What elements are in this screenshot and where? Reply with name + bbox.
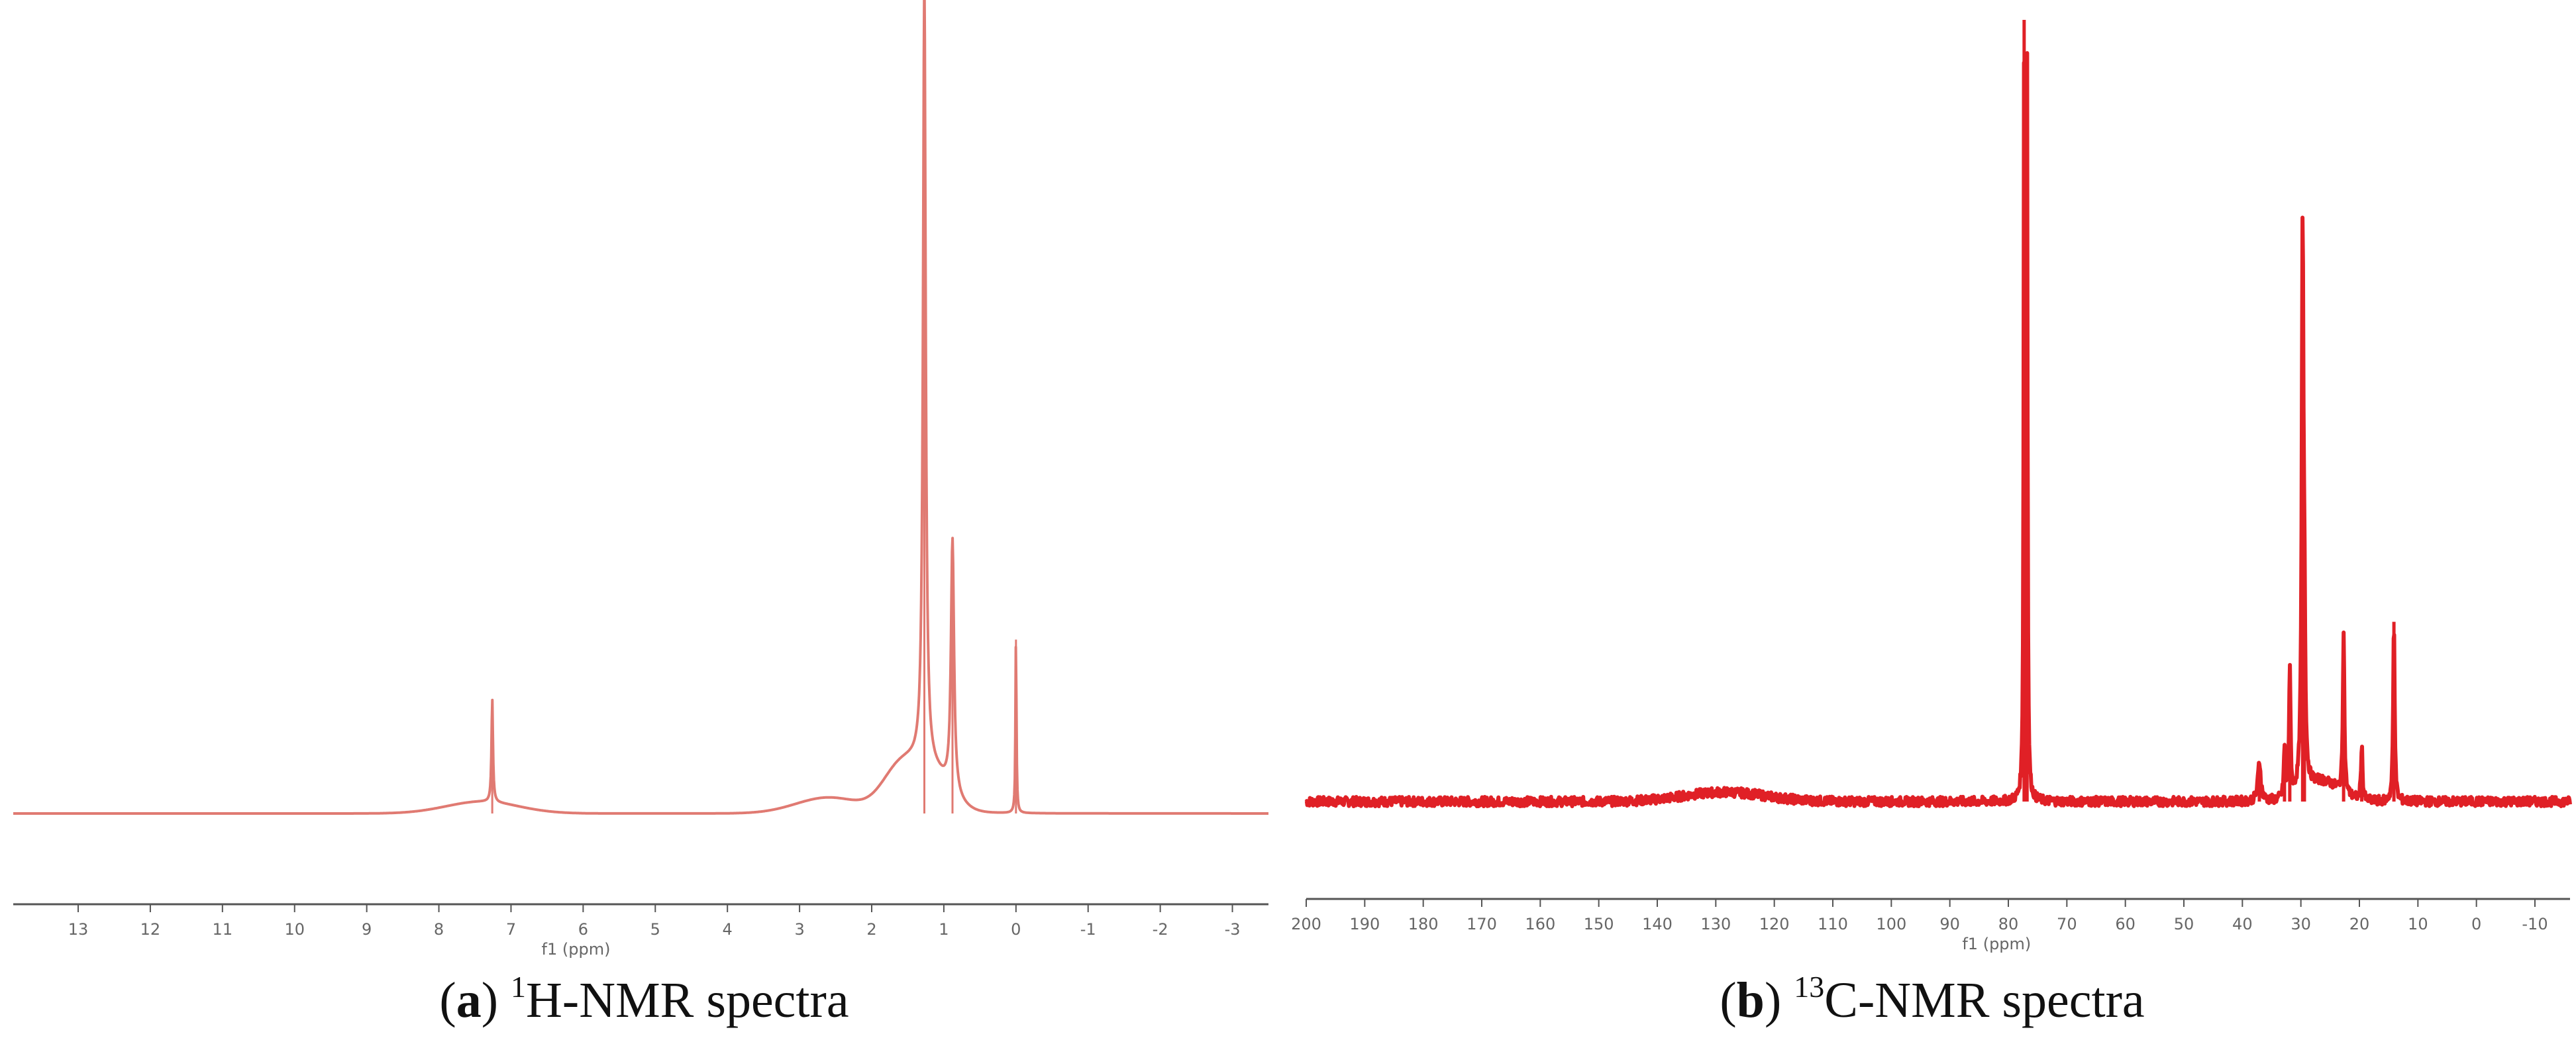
c-nmr-tick-label: 170 bbox=[1467, 915, 1497, 933]
h-nmr-tick-label: -2 bbox=[1153, 920, 1168, 939]
h-nmr-tick-label: 1 bbox=[939, 920, 949, 939]
h-nmr-tick-label: 2 bbox=[866, 920, 876, 939]
c-nmr-tick-label: 150 bbox=[1584, 915, 1614, 933]
c-nmr-tick-label: 160 bbox=[1525, 915, 1555, 933]
caption-b-sup: 13 bbox=[1794, 970, 1825, 1004]
c-nmr-tick-label: -10 bbox=[2522, 915, 2548, 933]
c-nmr-tick-label: 90 bbox=[1939, 915, 1960, 933]
h-nmr-tick-label: 8 bbox=[434, 920, 444, 939]
c-nmr-tick-label: 70 bbox=[2057, 915, 2077, 933]
h-nmr-axis-label: f1 (ppm) bbox=[542, 940, 611, 959]
h-nmr-tick-label: 9 bbox=[362, 920, 372, 939]
h-nmr-tick-label: 12 bbox=[140, 920, 161, 939]
c-nmr-tick-label: 130 bbox=[1700, 915, 1731, 933]
c-nmr-tick-label: 190 bbox=[1349, 915, 1380, 933]
c-nmr-tick-label: 30 bbox=[2291, 915, 2311, 933]
caption-a: (a) 1H-NMR spectra bbox=[439, 970, 849, 1029]
h-nmr-tick-label: 3 bbox=[794, 920, 804, 939]
caption-a-text: H-NMR spectra bbox=[526, 972, 849, 1028]
c-nmr-panel: 200 190 180 170 160 150 140 130 120 110 100 90 80 70 6… bbox=[1291, 20, 2572, 953]
caption-b-letter: b bbox=[1736, 972, 1765, 1028]
c-nmr-tick-label: 50 bbox=[2174, 915, 2194, 933]
caption-b: (b) 13C-NMR spectra bbox=[1720, 970, 2145, 1029]
h-nmr-tick-label: 11 bbox=[213, 920, 233, 939]
h-nmr-spectrum-line bbox=[12, 0, 1270, 815]
c-nmr-axis-label: f1 (ppm) bbox=[1962, 935, 2031, 953]
c-nmr-tick-label: 110 bbox=[1818, 915, 1848, 933]
c-nmr-spectrum-line bbox=[1304, 51, 2572, 809]
c-nmr-tick-label: 80 bbox=[1998, 915, 2019, 933]
caption-b-text: C-NMR spectra bbox=[1824, 972, 2145, 1028]
h-nmr-tick-label: 13 bbox=[68, 920, 89, 939]
h-nmr-tick-label: -1 bbox=[1080, 920, 1096, 939]
h-nmr-tick-label: -3 bbox=[1225, 920, 1241, 939]
c-nmr-tick-label: 140 bbox=[1642, 915, 1673, 933]
h-nmr-panel: 13 12 11 10 9 8 7 6 5 4 3 2 1 0 -1 -2 -3f1 (ppm) bbox=[12, 0, 1270, 959]
h-nmr-tick-label: 5 bbox=[650, 920, 660, 939]
c-nmr-tick-label: 10 bbox=[2408, 915, 2428, 933]
c-nmr-tick-label: 60 bbox=[2115, 915, 2136, 933]
c-nmr-tick-label: 40 bbox=[2232, 915, 2253, 933]
h-nmr-tick-label: 10 bbox=[284, 920, 305, 939]
c-nmr-tick-label: 200 bbox=[1291, 915, 1321, 933]
caption-a-letter: a bbox=[456, 972, 482, 1028]
c-nmr-tick-label: 100 bbox=[1876, 915, 1906, 933]
c-nmr-tick-label: 20 bbox=[2349, 915, 2370, 933]
caption-a-sup: 1 bbox=[511, 970, 527, 1004]
c-nmr-tick-label: 0 bbox=[2471, 915, 2481, 933]
h-nmr-tick-label: 4 bbox=[723, 920, 733, 939]
h-nmr-tick-label: 0 bbox=[1011, 920, 1021, 939]
c-nmr-tick-label: 180 bbox=[1408, 915, 1439, 933]
h-nmr-tick-label: 7 bbox=[506, 920, 516, 939]
h-nmr-tick-label: 6 bbox=[578, 920, 588, 939]
c-nmr-tick-label: 120 bbox=[1759, 915, 1790, 933]
